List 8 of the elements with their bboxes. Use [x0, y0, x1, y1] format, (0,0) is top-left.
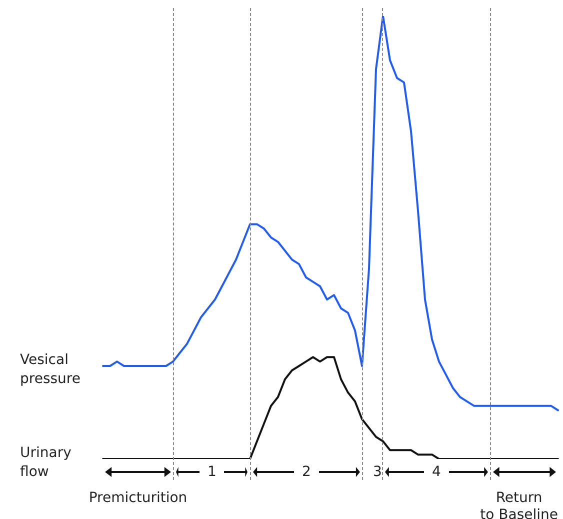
text: 3: [372, 464, 383, 480]
text: 1: [206, 464, 218, 480]
text: 4: [431, 464, 442, 480]
text: Return to Baseline: [480, 490, 558, 519]
text: 2: [301, 464, 312, 480]
text: Urinary flow: [20, 445, 72, 480]
series-label: Vesical pressure: [20, 352, 80, 388]
text: Premicturition: [88, 490, 188, 507]
